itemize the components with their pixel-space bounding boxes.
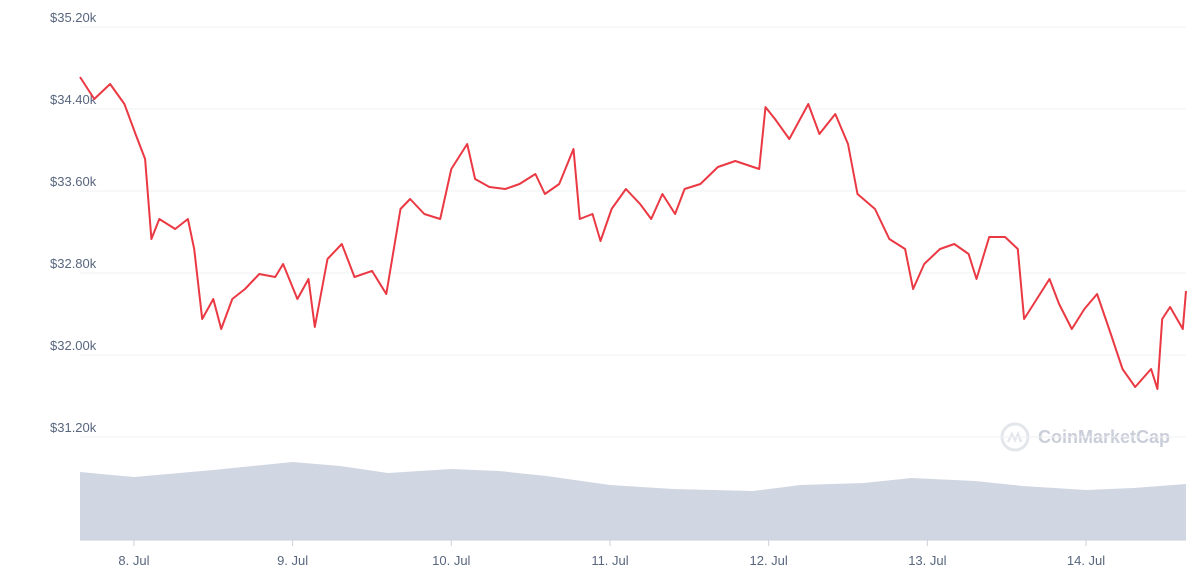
x-tick-label: 12. Jul — [750, 553, 788, 568]
x-tick-label: 10. Jul — [432, 553, 470, 568]
x-tick-label: 8. Jul — [118, 553, 149, 568]
y-tick-label: $35.20k — [50, 10, 97, 25]
y-tick-label: $31.20k — [50, 420, 97, 435]
x-tick-label: 14. Jul — [1067, 553, 1105, 568]
volume-area — [80, 462, 1186, 540]
x-tick-label: 11. Jul — [591, 553, 628, 568]
x-tick-label: 9. Jul — [277, 553, 308, 568]
y-tick-label: $34.40k — [50, 92, 97, 107]
y-tick-label: $32.00k — [50, 338, 97, 353]
price-line — [79, 76, 1187, 390]
y-tick-label: $33.60k — [50, 174, 97, 189]
x-tick-label: 13. Jul — [908, 553, 946, 568]
y-tick-label: $32.80k — [50, 256, 97, 271]
